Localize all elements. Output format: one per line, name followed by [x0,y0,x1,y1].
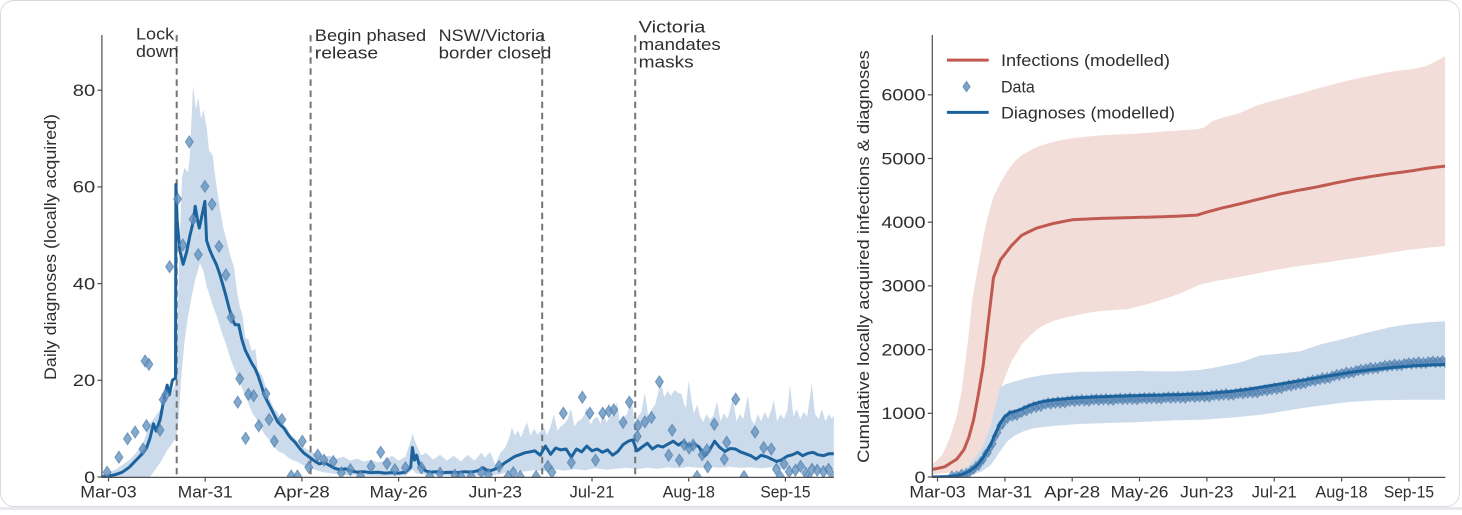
svg-text:Jul-21: Jul-21 [570,484,615,502]
svg-text:down: down [136,43,179,61]
svg-text:80: 80 [73,82,95,100]
svg-text:Diagnoses (modelled): Diagnoses (modelled) [1001,103,1175,122]
svg-text:release: release [315,44,378,62]
svg-text:Mar-03: Mar-03 [909,484,965,502]
svg-text:Mar-03: Mar-03 [80,484,136,502]
svg-text:Daily diagnoses (locally acqui: Daily diagnoses (locally acquired) [41,114,60,380]
svg-text:Mar-31: Mar-31 [178,484,233,502]
svg-text:masks: masks [639,53,694,71]
svg-text:Infections (modelled): Infections (modelled) [1001,51,1170,70]
svg-text:Victoria: Victoria [639,18,707,36]
svg-text:Apr-28: Apr-28 [1044,484,1100,502]
svg-text:3000: 3000 [881,278,925,296]
svg-text:60: 60 [73,179,95,197]
svg-text:0: 0 [915,469,926,487]
svg-text:Aug-18: Aug-18 [663,484,715,502]
svg-text:May-26: May-26 [370,484,428,502]
svg-text:Jun-23: Jun-23 [469,484,522,502]
svg-text:6000: 6000 [881,87,925,105]
svg-text:May-26: May-26 [1111,484,1169,502]
svg-text:Cumulative locally acquired in: Cumulative locally acquired infections &… [854,50,873,463]
svg-text:2000: 2000 [881,341,925,359]
svg-text:Begin phased: Begin phased [315,27,426,45]
svg-text:Jun-23: Jun-23 [1180,484,1233,502]
svg-text:Lock: Lock [136,26,175,44]
svg-text:Jul-21: Jul-21 [1252,484,1297,502]
svg-text:mandates: mandates [639,36,721,54]
svg-text:40: 40 [73,275,95,293]
svg-text:4000: 4000 [881,214,925,232]
svg-text:0: 0 [84,469,95,487]
svg-text:Apr-28: Apr-28 [274,484,330,502]
svg-text:1000: 1000 [881,405,925,423]
svg-text:Sep-15: Sep-15 [1384,484,1434,502]
svg-text:Sep-15: Sep-15 [760,484,810,502]
svg-text:NSW/Victoria: NSW/Victoria [439,27,546,45]
svg-text:border closed: border closed [439,44,552,62]
svg-text:5000: 5000 [881,150,925,168]
svg-text:Mar-31: Mar-31 [977,484,1032,502]
svg-text:Data: Data [1001,78,1035,97]
svg-text:20: 20 [73,372,95,390]
svg-text:Aug-18: Aug-18 [1315,484,1367,502]
